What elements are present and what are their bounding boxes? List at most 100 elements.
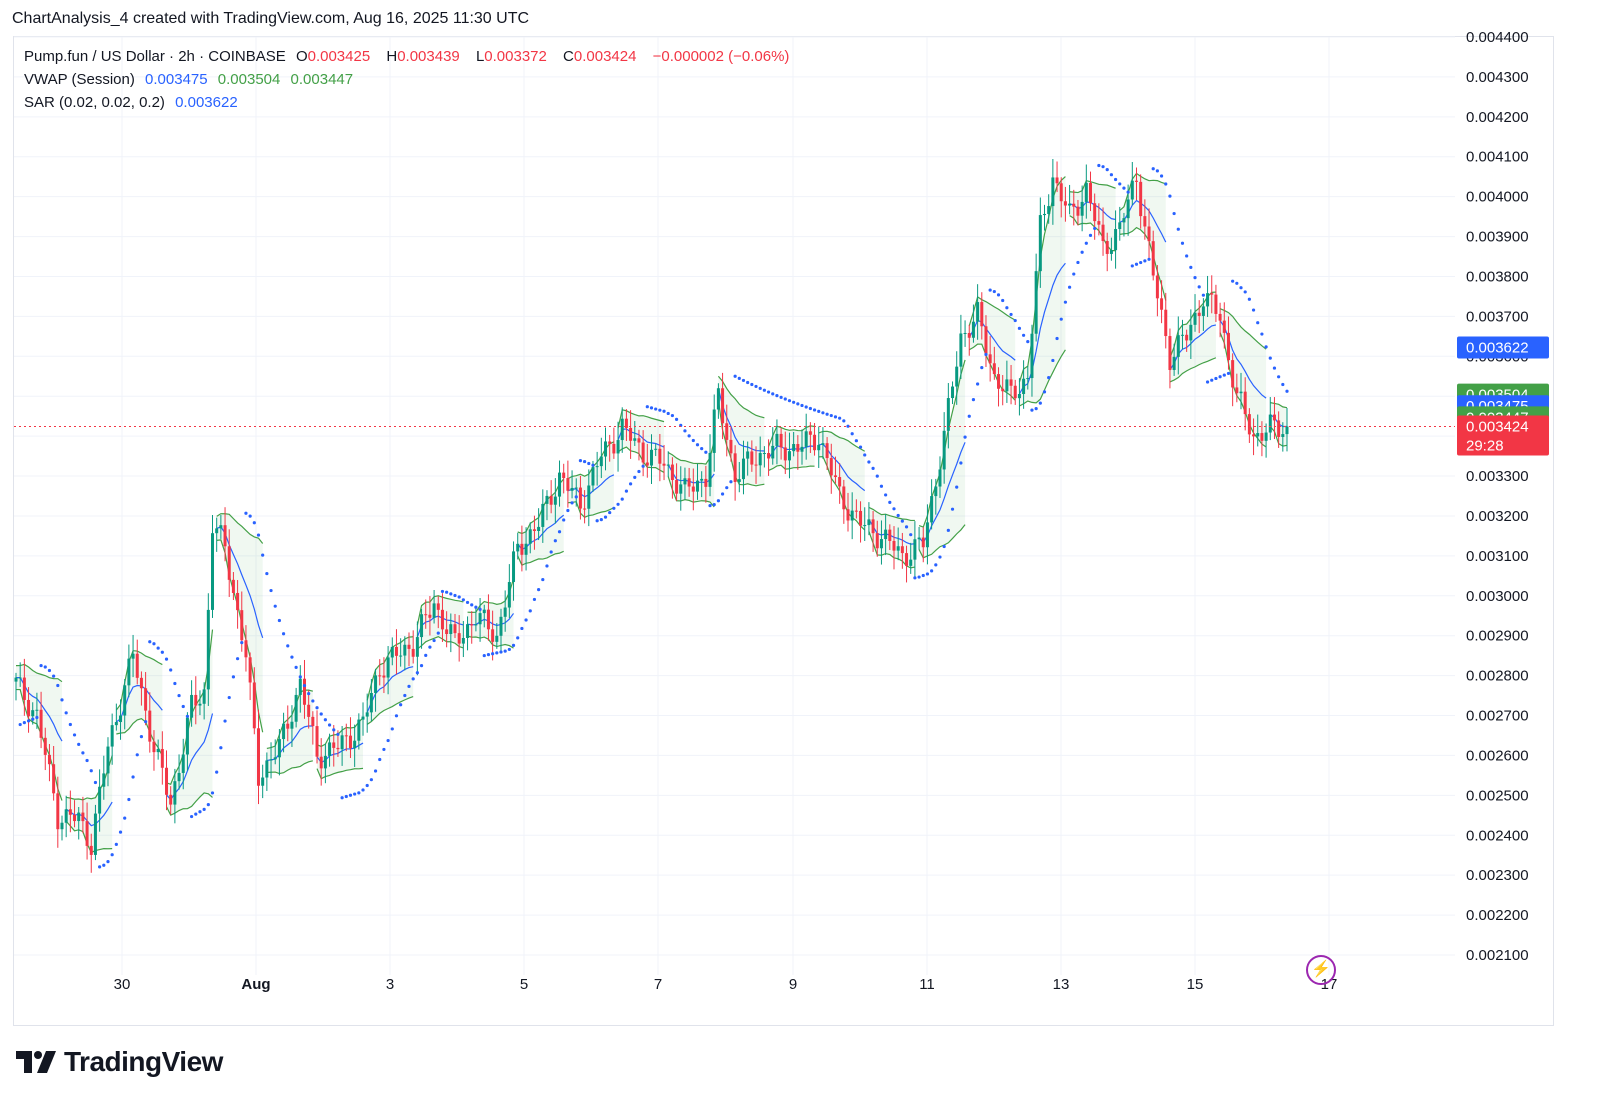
candle-body[interactable] (198, 703, 202, 706)
candle-body[interactable] (286, 723, 290, 729)
candle-body[interactable] (169, 794, 173, 805)
candle-body[interactable] (39, 709, 43, 738)
candle-body[interactable] (620, 418, 624, 441)
legend-sar[interactable]: SAR (0.02, 0.02, 0.2) 0.003622 (24, 94, 244, 111)
candle-body[interactable] (1139, 181, 1143, 217)
candle-body[interactable] (1034, 271, 1038, 334)
candle-body[interactable] (277, 739, 281, 758)
candle-body[interactable] (131, 653, 135, 659)
legend-vwap[interactable]: VWAP (Session) 0.003475 0.003504 0.00344… (24, 71, 359, 88)
candle-body[interactable] (1277, 420, 1281, 437)
candle-body[interactable] (35, 709, 39, 711)
candle-body[interactable] (1105, 241, 1109, 254)
candle-body[interactable] (746, 451, 750, 459)
candle-body[interactable] (1143, 216, 1147, 227)
candle-body[interactable] (348, 735, 352, 749)
candle-body[interactable] (562, 472, 566, 479)
candle-body[interactable] (1155, 275, 1159, 299)
candle-body[interactable] (177, 772, 181, 782)
candle-body[interactable] (1272, 414, 1276, 421)
candle-body[interactable] (81, 812, 85, 822)
candle-body[interactable] (495, 635, 499, 642)
candle-body[interactable] (315, 726, 319, 757)
candle-body[interactable] (160, 748, 164, 768)
candle-body[interactable] (390, 646, 394, 658)
candle-body[interactable] (240, 610, 244, 641)
candle-body[interactable] (407, 644, 411, 649)
candle-body[interactable] (583, 508, 587, 510)
candle-body[interactable] (52, 764, 56, 794)
candle-body[interactable] (1243, 391, 1247, 415)
candle-body[interactable] (1164, 309, 1168, 337)
candle-body[interactable] (60, 822, 64, 830)
candle-body[interactable] (1206, 293, 1210, 307)
candle-body[interactable] (114, 722, 118, 726)
candle-body[interactable] (336, 747, 340, 750)
candle-body[interactable] (102, 773, 106, 787)
candle-body[interactable] (269, 759, 273, 761)
candle-body[interactable] (466, 624, 470, 638)
candle-body[interactable] (905, 553, 909, 566)
candle-body[interactable] (411, 648, 415, 657)
candle-body[interactable] (750, 451, 754, 465)
candle-body[interactable] (704, 478, 708, 487)
candle-body[interactable] (604, 441, 608, 457)
candle-body[interactable] (1122, 218, 1126, 223)
candle-body[interactable] (650, 449, 653, 466)
candle-body[interactable] (829, 458, 833, 476)
candle-body[interactable] (1001, 388, 1005, 392)
candle-body[interactable] (850, 510, 854, 521)
candle-body[interactable] (1252, 434, 1256, 437)
candle-body[interactable] (265, 760, 269, 778)
candle-body[interactable] (833, 475, 837, 478)
candle-body[interactable] (570, 487, 574, 491)
candle-body[interactable] (298, 678, 302, 695)
candle-body[interactable] (68, 809, 72, 815)
candle-body[interactable] (1285, 426, 1289, 435)
candle-body[interactable] (767, 453, 771, 459)
candle-body[interactable] (796, 444, 800, 452)
candle-body[interactable] (227, 546, 231, 580)
candle-body[interactable] (332, 742, 336, 748)
candle-body[interactable] (1247, 414, 1251, 435)
candle-body[interactable] (236, 592, 240, 611)
candle-body[interactable] (716, 388, 720, 410)
candle-body[interactable] (148, 710, 152, 742)
candle-body[interactable] (1017, 394, 1021, 399)
candle-body[interactable] (499, 616, 503, 636)
candle-body[interactable] (654, 448, 658, 450)
candle-body[interactable] (135, 653, 139, 678)
candle-body[interactable] (867, 519, 871, 526)
candle-body[interactable] (754, 464, 758, 466)
candle-body[interactable] (871, 519, 875, 534)
candle-body[interactable] (1172, 356, 1176, 370)
candle-body[interactable] (1210, 293, 1214, 295)
candle-body[interactable] (545, 495, 549, 504)
candle-body[interactable] (73, 814, 77, 822)
candle-body[interactable] (420, 614, 424, 638)
candle-body[interactable] (980, 302, 984, 327)
candle-body[interactable] (737, 479, 741, 482)
candle-body[interactable] (152, 741, 156, 753)
candle-body[interactable] (1055, 177, 1059, 184)
candle-body[interactable] (900, 546, 904, 554)
candle-body[interactable] (946, 398, 950, 431)
candle-body[interactable] (119, 715, 123, 723)
candle-body[interactable] (967, 332, 971, 338)
candle-body[interactable] (1093, 203, 1097, 222)
candle-body[interactable] (378, 675, 382, 677)
candle-body[interactable] (436, 603, 440, 610)
candle-body[interactable] (842, 486, 846, 510)
candle-body[interactable] (445, 629, 449, 635)
candle-body[interactable] (323, 755, 327, 769)
candle-body[interactable] (432, 603, 436, 618)
candle-body[interactable] (486, 609, 490, 630)
candle-body[interactable] (729, 439, 733, 454)
candle-body[interactable] (930, 496, 934, 523)
lightning-icon[interactable]: ⚡ (1306, 955, 1336, 985)
candle-body[interactable] (695, 480, 699, 492)
candle-body[interactable] (106, 746, 110, 774)
candle-body[interactable] (951, 386, 955, 399)
candle-body[interactable] (1022, 378, 1026, 395)
candle-body[interactable] (616, 440, 620, 454)
